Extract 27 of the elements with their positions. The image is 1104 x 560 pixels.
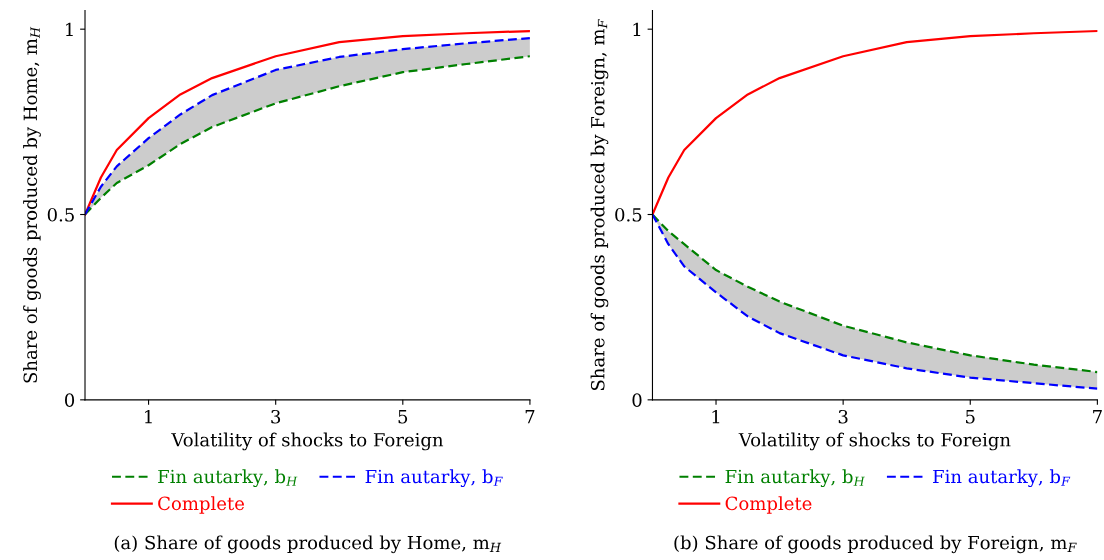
- x-tick-label: 7: [525, 410, 535, 424]
- y-tick-label: 0: [632, 393, 642, 407]
- legend-label: Fin autarky, b$_{F}$: [365, 469, 503, 488]
- y-tick-label: 0: [64, 393, 75, 407]
- y-tick-label: 1: [633, 22, 641, 37]
- text: (b) Share of goods produced by Foreign, m$_{F}$: [674, 535, 1077, 554]
- y-tick-label: 0.5: [47, 207, 74, 222]
- legend-label: Fin autarky, b$_{H}$: [725, 469, 865, 488]
- legend-label: Fin autarky, b$_{H}$: [158, 469, 298, 488]
- x-tick-label: 5: [966, 410, 975, 424]
- legend-label: Fin autarky, b$_{F}$: [933, 469, 1071, 488]
- x-tick-label: 3: [271, 409, 281, 424]
- x-tick-label: 5: [398, 410, 408, 424]
- x-tick-label: 1: [145, 409, 152, 424]
- x-tick-label: 3: [838, 409, 848, 424]
- x-tick-label: 1: [712, 409, 720, 424]
- y-tick-label: 1: [66, 22, 73, 37]
- legend-label: Complete: [158, 496, 245, 514]
- y-axis-title: Share of goods produced by Home, m$_{H}$: [23, 26, 41, 383]
- line-series: [652, 29, 1098, 216]
- y-axis-title: Share of goods produced by Foreign, m$_{F}$: [590, 19, 609, 391]
- x-tick-label: 7: [1093, 410, 1102, 424]
- x-axis-title: Volatility of shocks to Foreign: [738, 432, 1011, 451]
- x-axis-title: Volatility of shocks to Foreign: [171, 432, 444, 451]
- y-tick-label: 0.5: [615, 207, 642, 222]
- text: (a) Share of goods produced by Home, m$_{H}$: [114, 535, 502, 554]
- legend-label: Complete: [725, 496, 812, 514]
